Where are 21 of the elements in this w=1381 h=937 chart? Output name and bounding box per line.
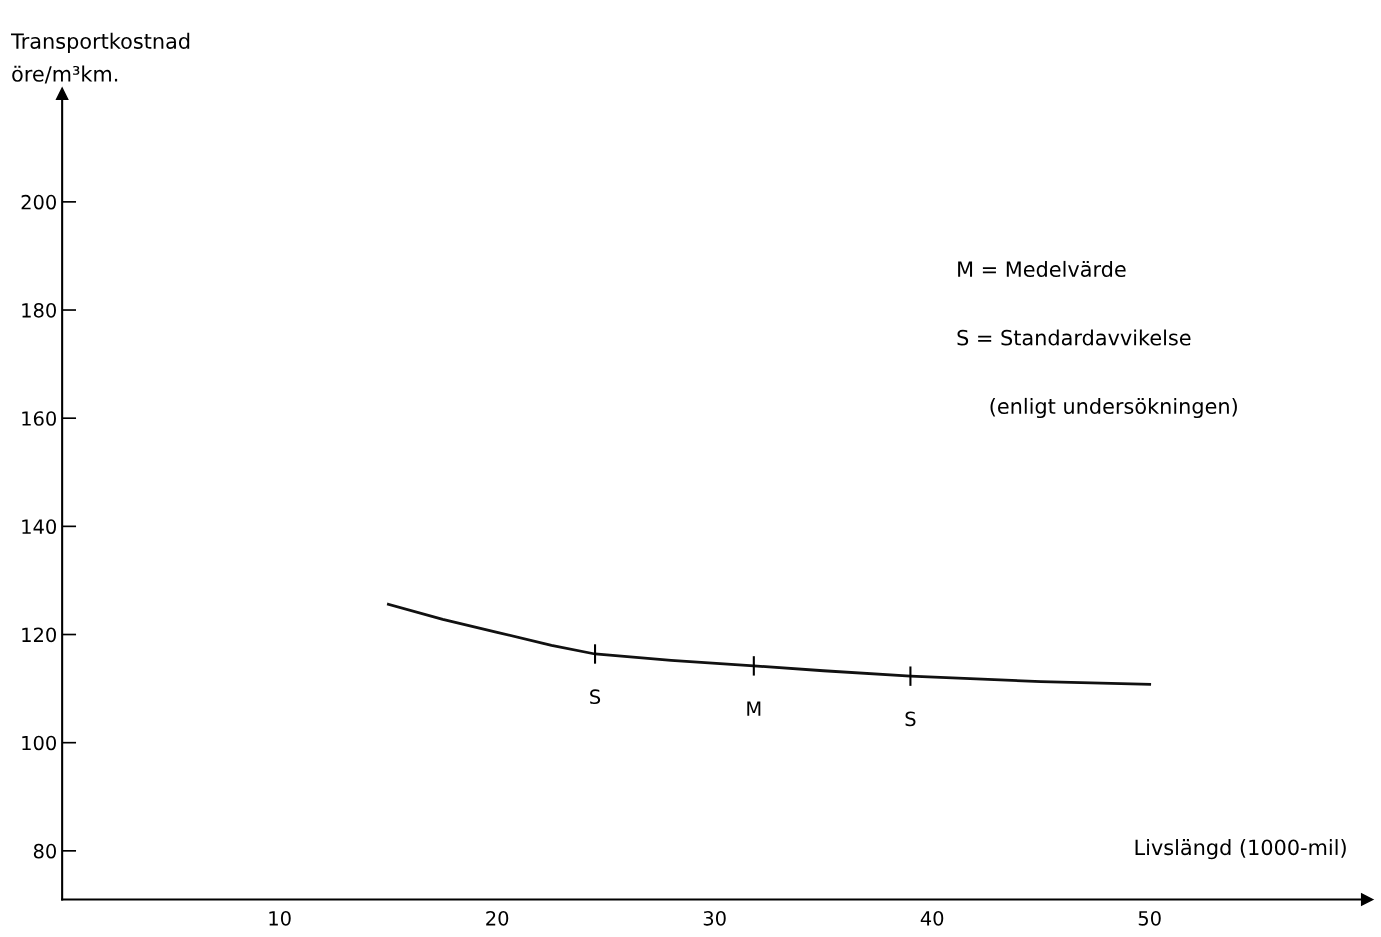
x-tick-label: 10 [269, 910, 291, 926]
y-tick-label: 100 [22, 735, 56, 751]
x-tick-label: 20 [486, 910, 509, 926]
y-axis-title: Transportkostnad öre/m³km. [10, 32, 190, 84]
y-tick-label: 160 [22, 411, 56, 426]
annotation: S = Standardavvikelse [957, 329, 1191, 346]
x-axis-title: Livslängd (1000-mil) [1135, 839, 1346, 860]
x-tick-label: 30 [703, 910, 726, 926]
y-tick-label: 140 [22, 519, 56, 535]
x-tick-label: 50 [1138, 910, 1161, 926]
annotation: M = Medelvärde [958, 260, 1126, 278]
annotation: M [747, 701, 761, 716]
y-tick-label: 80 [33, 843, 56, 859]
y-tick-label: 200 [21, 194, 56, 210]
annotation: S [590, 689, 601, 705]
y-tick-label: 180 [22, 302, 56, 318]
y-tick-label: 120 [22, 627, 56, 643]
line-series [387, 602, 1152, 686]
annotation: S [905, 711, 916, 727]
annotation: (enligt undersökningen) [990, 397, 1237, 419]
x-tick-label: 40 [920, 910, 944, 926]
